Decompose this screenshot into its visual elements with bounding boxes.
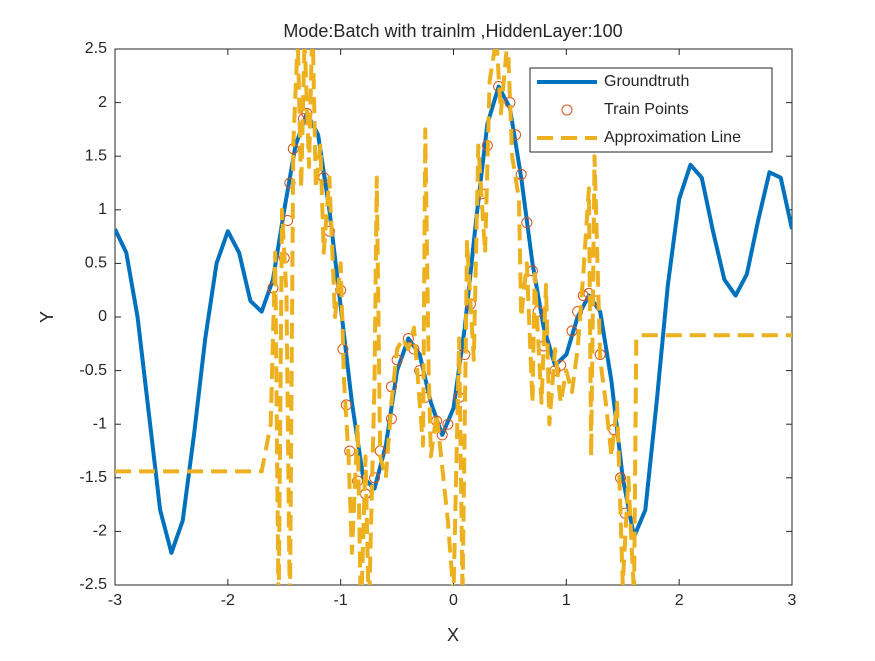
x-tick-label: 3 <box>788 592 797 609</box>
x-tick-label: -1 <box>334 592 348 609</box>
train-point <box>566 325 578 337</box>
y-tick-label: 2.5 <box>85 40 107 57</box>
approximation-line <box>115 49 792 585</box>
train-point <box>369 472 381 484</box>
x-tick-label: -3 <box>108 592 122 609</box>
y-tick-label: -1 <box>93 415 107 432</box>
legend-label: Train Points <box>604 101 689 118</box>
legend-marker <box>561 104 573 116</box>
train-point <box>436 429 448 441</box>
train-point <box>515 168 527 180</box>
x-tick-label: 1 <box>562 592 571 609</box>
y-tick-label: -0.5 <box>79 362 107 379</box>
y-tick-label: 0 <box>98 308 107 325</box>
y-tick-label: -2.5 <box>79 576 107 593</box>
y-tick-label: 2 <box>98 94 107 111</box>
train-point <box>282 215 294 227</box>
groundtruth-line <box>115 84 792 555</box>
x-tick-label: 2 <box>675 592 684 609</box>
y-tick-label: -1.5 <box>79 469 107 486</box>
legend-label: Approximation Line <box>604 129 741 146</box>
y-tick-label: 1.5 <box>85 147 107 164</box>
x-axis-label: X <box>447 625 459 645</box>
y-tick-label: 1 <box>98 201 107 218</box>
legend-label: Groundtruth <box>604 73 689 90</box>
train-point <box>521 217 533 229</box>
y-tick-label: 0.5 <box>85 255 107 272</box>
y-axis-label: Y <box>37 311 57 323</box>
chart-title: Mode:Batch with trainlm ,HiddenLayer:100 <box>283 21 622 41</box>
x-tick-label: 0 <box>449 592 458 609</box>
y-tick-label: -2 <box>93 523 107 540</box>
train-point <box>572 306 584 318</box>
plot-area <box>115 49 792 585</box>
x-tick-label: -2 <box>221 592 235 609</box>
train-point <box>442 418 454 430</box>
